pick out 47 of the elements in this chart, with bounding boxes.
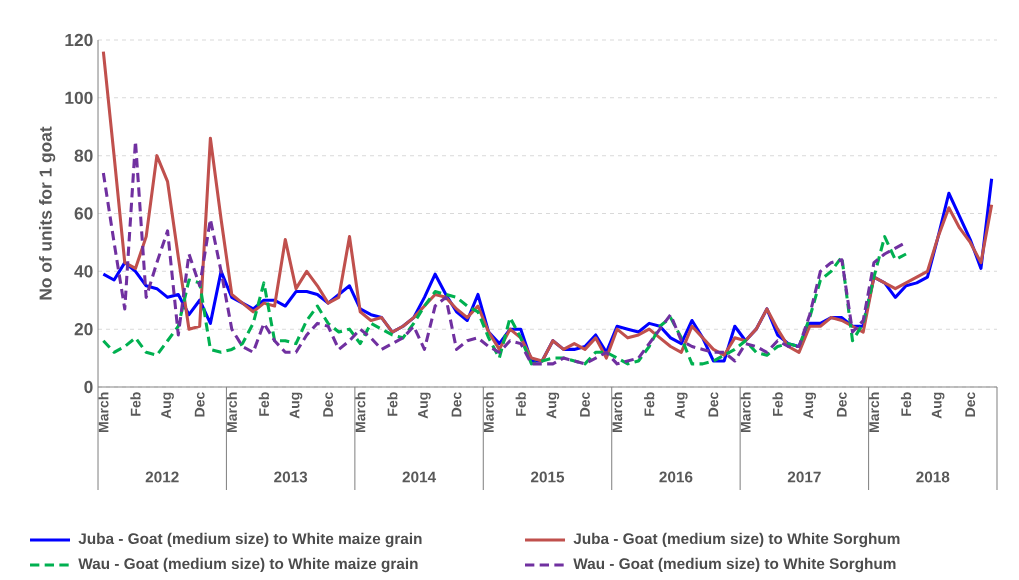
x-tick-label: Feb [644, 392, 655, 416]
x-tick-label: Aug [931, 392, 945, 419]
x-tick-label: Feb [258, 392, 270, 416]
y-tick-label: 40 [74, 265, 93, 278]
x-tick-label: March [98, 392, 109, 432]
x-tick-label: Aug [161, 392, 174, 419]
x-tick-label: Dec [580, 392, 590, 417]
x-tick-label: Feb [130, 392, 141, 416]
y-tick-label: 60 [74, 207, 93, 220]
x-tick-label: March [355, 392, 366, 432]
text: 2013 [274, 471, 308, 483]
x-tick-label: Feb [772, 392, 783, 416]
text: 2017 [787, 471, 821, 483]
x-tick-label: Feb [387, 392, 398, 416]
x-tick-label: March [483, 392, 494, 432]
legend-label: Juba - Goat (medium size) to White maize grain [78, 532, 422, 548]
x-tick-label: Dec [323, 392, 333, 417]
x-tick-label: March [226, 392, 237, 432]
legend-label: Wau - Goat (medium size) to White Sorghum [573, 557, 896, 573]
text: 2012 [145, 471, 179, 483]
x-tick-label: Dec [194, 392, 205, 417]
y-tick-label: 80 [74, 149, 93, 162]
x-tick-label: Dec [836, 392, 847, 417]
text: 2018 [916, 471, 950, 483]
legend-label: Wau - Goat (medium size) to White maize grain [78, 557, 418, 573]
x-tick-label: Aug [803, 392, 817, 419]
text: 2014 [402, 471, 437, 483]
x-tick-label: Dec [708, 392, 719, 417]
legend-label: Juba - Goat (medium size) to White Sorghum [573, 532, 900, 548]
y-tick-label: 0 [84, 380, 93, 394]
x-tick-label: Aug [546, 392, 560, 419]
x-tick-label: March [611, 392, 623, 432]
y-axis-title: No of units for 1 goat [38, 126, 56, 300]
y-tick-label: 120 [65, 33, 93, 47]
x-tick-label: March [868, 392, 880, 432]
text: 2015 [530, 471, 565, 483]
x-tick-label: Aug [418, 392, 431, 419]
x-tick-label: Aug [675, 392, 688, 419]
x-tick-label: March [740, 392, 751, 432]
y-tick-label: 20 [74, 323, 93, 336]
x-tick-label: Aug [289, 392, 303, 419]
text: 2016 [659, 471, 693, 483]
x-tick-label: Feb [515, 392, 526, 416]
x-tick-label: Feb [900, 392, 912, 416]
y-tick-label: 100 [65, 91, 93, 104]
x-tick-label: Dec [965, 392, 976, 417]
x-tick-label: Dec [451, 392, 462, 417]
